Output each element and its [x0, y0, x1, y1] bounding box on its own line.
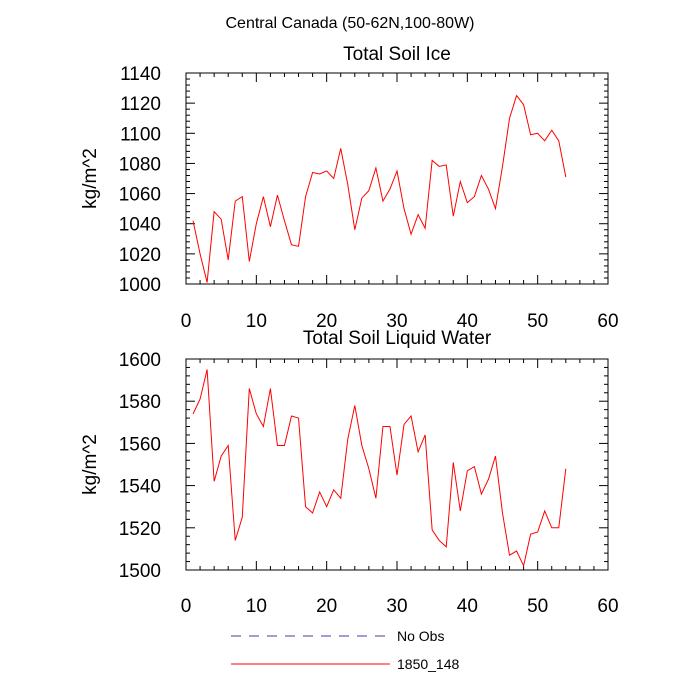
series-line-1	[192, 369, 567, 568]
y-tick-label: 1140	[120, 64, 161, 85]
figure-title: Central Canada (50-62N,100-80W)	[225, 15, 474, 32]
y-tick-label: 1040	[119, 215, 161, 236]
x-tick-label: 40	[457, 596, 478, 617]
x-tick-label: 10	[246, 311, 267, 332]
y-axis-label: kg/m^2	[80, 434, 101, 495]
x-tick-label: 30	[386, 596, 407, 617]
series-line-1	[192, 94, 567, 283]
chart-title: Total Soil Liquid Water	[303, 328, 492, 349]
y-tick-label: 1020	[119, 245, 161, 266]
x-tick-label: 0	[181, 311, 192, 332]
y-tick-label: 1000	[119, 275, 161, 296]
y-tick-label: 1600	[119, 350, 161, 371]
legend-entry-1: No Obs	[231, 628, 444, 644]
x-tick-label: 50	[527, 596, 548, 617]
chart-panel-2: Total Soil Liquid Water kg/m^2 0 10 20 30 40 50…	[80, 328, 619, 617]
legend-label: 1850_148	[397, 656, 460, 672]
x-tick-label: 60	[597, 596, 618, 617]
x-tick-label: 20	[316, 596, 337, 617]
y-tick-label: 1580	[119, 392, 161, 413]
legend-label: No Obs	[397, 628, 444, 644]
y-tick-label: 1060	[119, 185, 161, 206]
y-tick-label: 1560	[119, 434, 161, 455]
y-tick-label: 1120	[120, 94, 161, 115]
legend: No Obs 1850_148	[231, 628, 460, 672]
x-tick-label: 60	[597, 311, 618, 332]
y-axis-label: kg/m^2	[80, 148, 101, 209]
y-tick-label: 1500	[119, 561, 161, 582]
x-tick-label: 30	[386, 311, 407, 332]
x-tick-label: 40	[457, 311, 478, 332]
legend-entry-2: 1850_148	[231, 656, 460, 672]
y-tick-label: 1520	[119, 519, 161, 540]
x-tick-label: 20	[316, 311, 337, 332]
x-tick-label: 50	[527, 311, 548, 332]
x-tick-label: 10	[246, 596, 267, 617]
y-tick-label: 1540	[119, 477, 161, 498]
x-tick-label: 0	[181, 596, 192, 617]
chart-title: Total Soil Ice	[343, 44, 451, 65]
y-tick-label: 1100	[120, 124, 161, 145]
y-tick-label: 1080	[119, 154, 161, 175]
plot-frame	[185, 72, 609, 285]
